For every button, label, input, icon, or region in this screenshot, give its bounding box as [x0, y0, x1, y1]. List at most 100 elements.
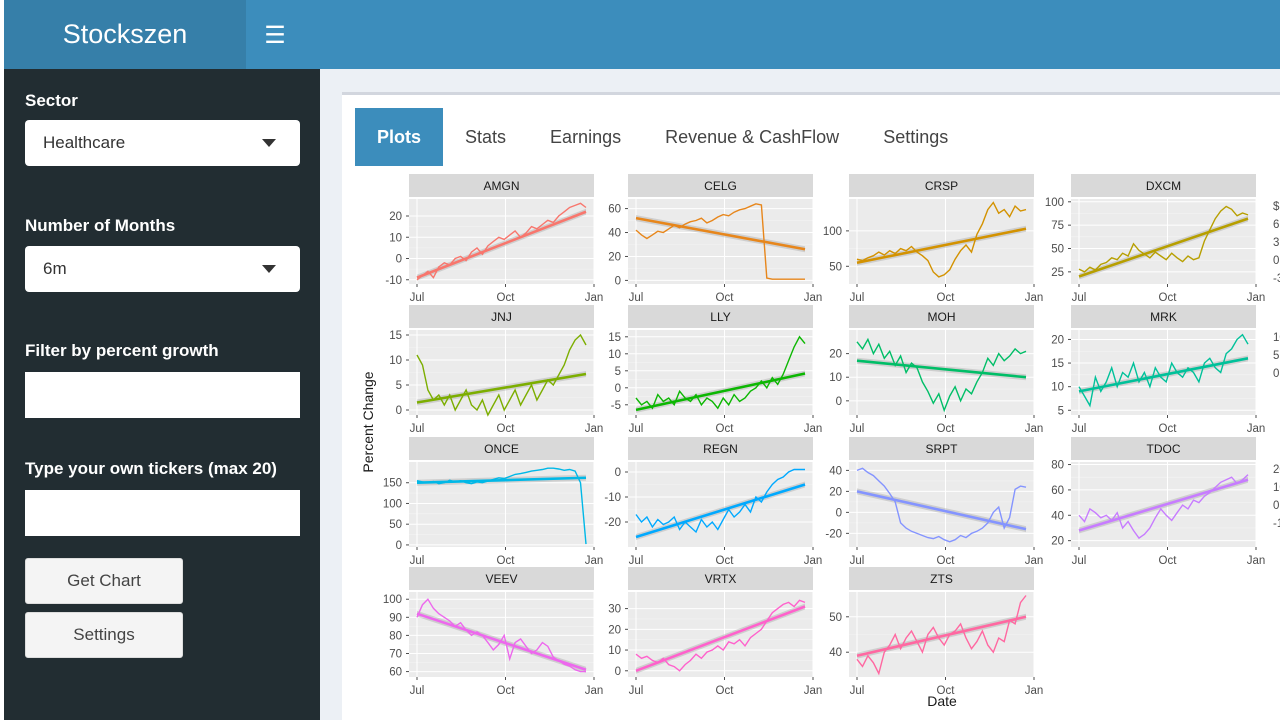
- y-tick-label: 15: [608, 332, 621, 344]
- trend-line: [416, 476, 587, 485]
- facet-strip: [849, 174, 1034, 197]
- x-tick-label: Oct: [716, 555, 735, 567]
- clipped-tick-label: 0: [1273, 500, 1279, 512]
- y-tick-label: 0: [396, 405, 402, 417]
- facet-title: ZTS: [930, 572, 953, 586]
- trend-line: [1078, 478, 1249, 532]
- panel-background: [849, 462, 1034, 547]
- x-tick-label: Oct: [1159, 292, 1178, 304]
- tickers-label: Type your own tickers (max 20): [25, 459, 277, 478]
- series-line: [856, 201, 1027, 278]
- y-tick-label: 20: [389, 211, 402, 223]
- sector-label: Sector: [25, 91, 78, 110]
- x-tick-label: Jan: [1247, 555, 1266, 567]
- x-tick-label: Oct: [497, 423, 516, 435]
- x-tick-label: Oct: [497, 555, 516, 567]
- x-tick-label: Jan: [804, 555, 823, 567]
- y-tick-label: 40: [829, 647, 842, 659]
- facet-title: REGN: [703, 442, 738, 456]
- facet-strip: [849, 567, 1034, 590]
- facet-strip: [409, 567, 594, 590]
- sidebar: Sector Healthcare Number of Months 6m Fi…: [4, 69, 320, 720]
- facet-vrtx: VRTX 0 10 20 30 Jul Oct Jan: [608, 567, 822, 697]
- series-line: [1078, 333, 1249, 408]
- y-tick-label: 100: [823, 226, 842, 238]
- y-axis-title: Percent Change: [360, 371, 376, 472]
- tab-settings[interactable]: Settings: [883, 126, 949, 147]
- hamburger-icon[interactable]: ☰: [264, 21, 286, 49]
- y-tick-label: 0: [615, 383, 621, 395]
- tab-plots[interactable]: Plots: [355, 108, 444, 166]
- tickers-input[interactable]: [25, 490, 300, 536]
- clipped-tick-label: $: [1273, 201, 1280, 213]
- y-tick-label: 50: [829, 261, 842, 273]
- trend-line: [416, 210, 587, 279]
- x-tick-label: Jul: [629, 555, 644, 567]
- facet-title: SRPT: [925, 442, 958, 456]
- x-tick-label: Jan: [1025, 555, 1044, 567]
- y-tick-label: 150: [383, 478, 402, 490]
- clipped-tick-label: 20: [1273, 464, 1280, 476]
- y-tick-label: 90: [389, 612, 402, 624]
- facet-moh: MOH 0 10 20 Jul Oct Jan: [829, 305, 1043, 435]
- x-tick-label: Jul: [1072, 423, 1087, 435]
- panel-background: [849, 199, 1034, 284]
- facet-title: JNJ: [491, 310, 512, 324]
- clipped-tick-label: 0: [1273, 255, 1279, 267]
- facet-strip: [409, 305, 594, 328]
- y-tick-label: 50: [389, 519, 402, 531]
- facet-title: MOH: [928, 310, 956, 324]
- facet-lly: LLY -5 0 5 10 15 Jul Oct Jan: [608, 305, 822, 435]
- facet-mrk: MRK 5 10 15 20 Jul Oct Jan: [1051, 305, 1265, 435]
- y-tick-label: 25: [1051, 267, 1064, 279]
- y-tick-label: 5: [1058, 405, 1064, 417]
- growth-input[interactable]: [25, 372, 300, 418]
- clipped-tick-label: 3: [1273, 237, 1279, 249]
- panel-background: [628, 462, 813, 547]
- x-tick-label: Jan: [585, 292, 604, 304]
- y-tick-label: 0: [396, 540, 402, 552]
- y-tick-label: 10: [389, 232, 402, 244]
- facet-title: LLY: [710, 310, 730, 324]
- x-tick-label: Jul: [410, 685, 425, 697]
- series-line: [856, 595, 1027, 676]
- clipped-tick-label: 10: [1273, 482, 1280, 494]
- sector-select[interactable]: Healthcare: [25, 120, 300, 166]
- y-tick-label: -10: [385, 275, 402, 287]
- facet-title: MRK: [1150, 310, 1177, 324]
- y-tick-label: 80: [1051, 460, 1064, 472]
- x-tick-label: Jul: [629, 423, 644, 435]
- tab-stats[interactable]: Stats: [465, 126, 507, 147]
- months-select-value: 6m: [43, 259, 67, 278]
- series-line: [416, 202, 587, 281]
- y-tick-label: 40: [829, 465, 842, 477]
- facet-veev: VEEV 60 70 80 90 100 Jul Oct Jan: [383, 567, 603, 697]
- tab-earnings[interactable]: Earnings: [550, 126, 622, 147]
- trend-line: [856, 359, 1027, 379]
- months-select[interactable]: 6m: [25, 246, 300, 292]
- y-tick-label: 60: [1051, 485, 1064, 497]
- y-tick-label: 0: [836, 396, 842, 408]
- chevron-down-icon: [262, 139, 276, 147]
- facet-srpt: SRPT -20 0 20 40 Jul Oct Jan: [825, 437, 1043, 567]
- y-tick-label: 80: [389, 630, 402, 642]
- x-tick-label: Jul: [410, 423, 425, 435]
- facet-title: ONCE: [484, 442, 519, 456]
- settings-button[interactable]: Settings: [25, 612, 183, 658]
- tab-revenue-cashflow[interactable]: Revenue & CashFlow: [665, 126, 840, 147]
- y-tick-label: 10: [829, 372, 842, 384]
- y-tick-label: 30: [608, 604, 621, 616]
- facet-strip: [1071, 305, 1256, 328]
- x-tick-label: Jan: [804, 423, 823, 435]
- y-tick-label: 60: [608, 204, 621, 216]
- app-logo[interactable]: Stockszen: [4, 0, 246, 69]
- x-tick-label: Oct: [937, 292, 956, 304]
- get-chart-button[interactable]: Get Chart: [25, 558, 183, 604]
- y-tick-label: 0: [836, 507, 842, 519]
- y-tick-label: 20: [608, 251, 621, 263]
- x-tick-label: Jul: [629, 685, 644, 697]
- x-tick-label: Oct: [716, 292, 735, 304]
- y-tick-label: 20: [1051, 334, 1064, 346]
- y-tick-label: 60: [389, 667, 402, 679]
- series-line: [635, 468, 805, 534]
